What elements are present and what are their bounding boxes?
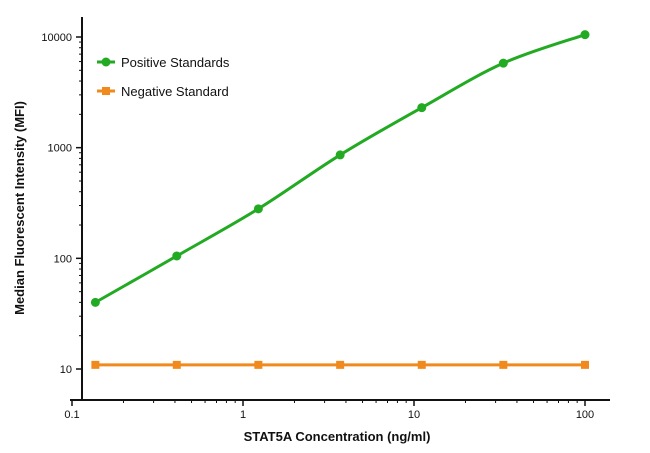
data-point-negative (254, 360, 263, 369)
data-point-negative (91, 360, 100, 369)
data-point-negative (336, 360, 345, 369)
x-tick-label: 1 (240, 409, 246, 421)
x-tick-label: 100 (576, 409, 594, 421)
data-point-positive (580, 30, 590, 40)
data-point-negative (581, 360, 589, 369)
y-tick-label: 10 (60, 364, 72, 376)
data-point-negative (417, 360, 426, 369)
x-tick-label: 10 (408, 409, 420, 421)
x-axis-title: STAT5A Concentration (ng/ml) (244, 429, 431, 444)
y-tick-label: 10000 (41, 32, 72, 44)
data-point-positive (172, 251, 182, 261)
data-point-negative (172, 360, 181, 369)
y-tick-label: 1000 (48, 143, 72, 155)
data-point-positive (90, 297, 100, 307)
x-ticks: 0.1 1 10 100 (64, 400, 594, 421)
data-point-positive (498, 58, 508, 68)
legend-negative-label: Negative Standard (121, 84, 229, 99)
legend-negative-marker (102, 87, 110, 95)
data-point-positive (253, 204, 263, 214)
legend-positive-label: Positive Standards (121, 55, 230, 70)
data-point-positive (335, 150, 345, 160)
legend-item-positive: Positive Standards (97, 55, 230, 70)
data-point-negative (499, 360, 508, 369)
axes (70, 17, 610, 401)
y-ticks: 10 100 1000 10000 (41, 32, 82, 376)
y-axis-title: Median Fluorescent Intensity (MFI) (12, 101, 27, 315)
y-tick-label: 100 (54, 253, 72, 265)
series-line-positive (94, 33, 586, 304)
x-tick-label: 0.1 (64, 409, 79, 421)
legend: Positive Standards Negative Standard (97, 55, 230, 99)
series-layer (90, 30, 590, 369)
legend-positive-marker (101, 57, 111, 67)
data-point-positive (417, 103, 427, 113)
legend-item-negative: Negative Standard (97, 84, 229, 99)
